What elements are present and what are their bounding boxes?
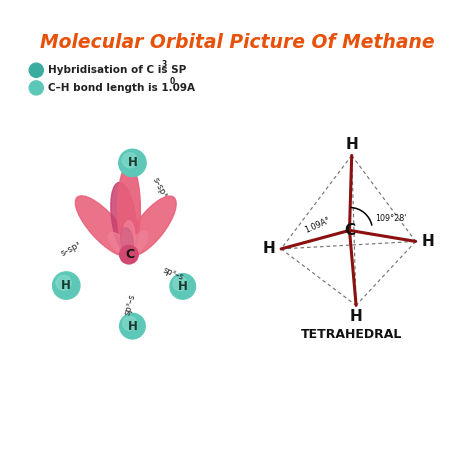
Ellipse shape [118, 164, 140, 255]
Text: C: C [125, 248, 134, 261]
Text: Hybridisation of C is SP: Hybridisation of C is SP [48, 65, 186, 75]
Text: H: H [350, 309, 363, 324]
Text: s–sp³: s–sp³ [59, 240, 82, 258]
Circle shape [123, 317, 137, 330]
Circle shape [53, 272, 80, 299]
Text: sp³–s: sp³–s [123, 292, 137, 316]
Text: 1.09A°: 1.09A° [303, 216, 332, 235]
Circle shape [29, 81, 43, 95]
Ellipse shape [123, 221, 135, 254]
Text: C–H bond length is 1.09A: C–H bond length is 1.09A [48, 83, 195, 93]
Text: C: C [344, 223, 355, 238]
Ellipse shape [109, 232, 130, 255]
Text: H: H [178, 280, 188, 293]
Circle shape [119, 313, 145, 339]
Text: H: H [128, 156, 137, 169]
Ellipse shape [119, 246, 138, 264]
Text: 3: 3 [161, 60, 166, 69]
Ellipse shape [128, 231, 148, 255]
Ellipse shape [127, 196, 176, 256]
Text: 0: 0 [170, 77, 175, 86]
Ellipse shape [111, 182, 137, 255]
Circle shape [122, 153, 137, 168]
Circle shape [173, 277, 187, 291]
Ellipse shape [75, 196, 131, 256]
Circle shape [170, 273, 196, 299]
Text: s–sp³: s–sp³ [151, 176, 169, 200]
Text: TETRAHEDRAL: TETRAHEDRAL [301, 328, 402, 340]
Circle shape [119, 149, 146, 176]
Text: Molecular Orbital Picture Of Methane: Molecular Orbital Picture Of Methane [40, 33, 434, 52]
Text: H: H [346, 137, 358, 152]
Ellipse shape [120, 228, 133, 255]
Text: 109°28‘: 109°28‘ [375, 213, 407, 222]
Text: H: H [128, 319, 137, 333]
Circle shape [29, 63, 43, 77]
Text: H: H [422, 234, 434, 249]
Text: H: H [263, 241, 275, 256]
Circle shape [56, 275, 71, 291]
Text: H: H [61, 279, 71, 292]
Text: sp³–s: sp³–s [162, 265, 185, 282]
